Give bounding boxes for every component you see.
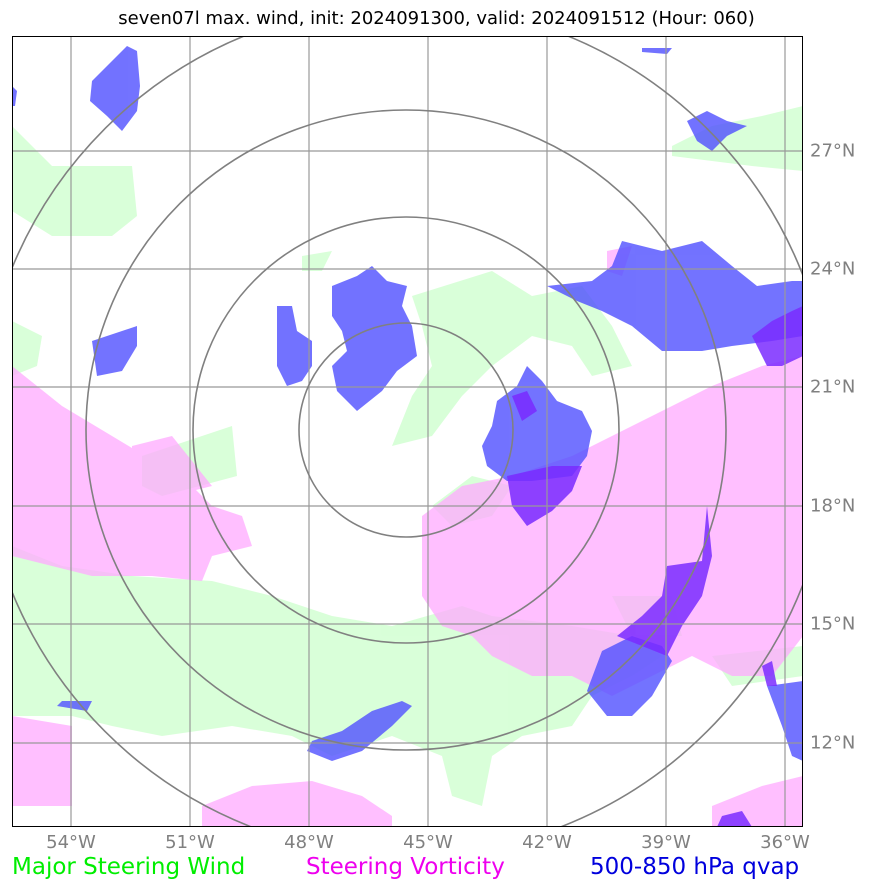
- lon-label-48w: 48°W: [284, 832, 334, 853]
- lon-label-42w: 42°W: [522, 832, 572, 853]
- lat-label-18n: 18°N: [810, 495, 856, 517]
- map-panel: [12, 36, 803, 827]
- lat-label-15n: 15°N: [810, 613, 856, 635]
- lat-label-12n: 12°N: [810, 732, 856, 754]
- lon-label-36w: 36°W: [760, 832, 810, 853]
- range-ring-2: [192, 216, 620, 644]
- lon-label-54w: 54°W: [46, 832, 96, 853]
- lon-label-45w: 45°W: [403, 832, 453, 853]
- range-rings: [12, 36, 803, 827]
- lon-label-51w: 51°W: [165, 832, 215, 853]
- lat-label-21n: 21°N: [810, 376, 856, 398]
- range-ring-1: [298, 322, 514, 538]
- lat-label-27n: 27°N: [810, 140, 856, 162]
- lat-label-24n: 24°N: [810, 258, 856, 280]
- map-title: seven07l max. wind, init: 2024091300, va…: [118, 8, 755, 29]
- qvap-strong-regions: [507, 306, 803, 827]
- legend-steering-wind: Major Steering Wind: [12, 854, 246, 880]
- range-ring-3: [85, 109, 727, 751]
- lon-label-39w: 39°W: [641, 832, 691, 853]
- qvap-regions: [12, 46, 803, 761]
- legend-qvap: 500-850 hPa qvap: [590, 854, 800, 880]
- graticule: [12, 36, 803, 827]
- legend-steering-vorticity: Steering Vorticity: [306, 854, 505, 880]
